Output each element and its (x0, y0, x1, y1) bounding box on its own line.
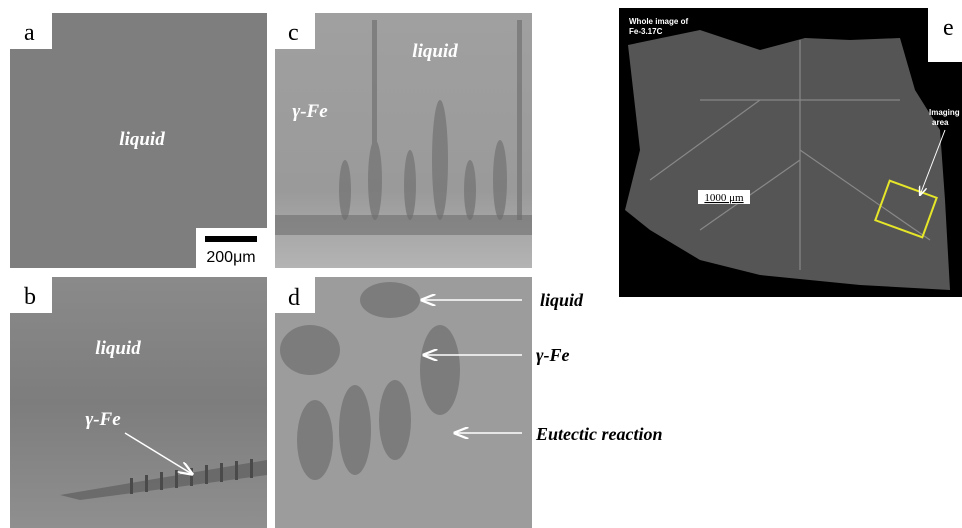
panel-label: c (288, 20, 299, 46)
caption: Fe-3.17C (629, 27, 663, 36)
annotation: liquid (95, 338, 141, 359)
panel-label: a (24, 20, 35, 46)
figure: a liquid 200μm b liquid γ-Fe c liquid γ-… (0, 0, 962, 528)
annotation: liquid (540, 290, 584, 310)
panel-label: d (288, 285, 300, 311)
panel-label: e (943, 15, 954, 41)
caption: Imaging (929, 108, 960, 117)
annotation: γ-Fe (85, 409, 121, 430)
scale-label: 1000 μm (704, 192, 744, 204)
eutectic-band (275, 215, 532, 235)
scale-bar (205, 236, 257, 242)
annotation: liquid (119, 129, 165, 150)
annotation: liquid (412, 41, 458, 62)
annotation: γ-Fe (292, 101, 328, 122)
panel-label: b (24, 284, 36, 310)
scale-label: 200μm (206, 249, 255, 266)
annotation: γ-Fe (536, 345, 569, 365)
annotation: Eutectic reaction (535, 424, 662, 444)
caption: Whole image of (629, 17, 688, 26)
caption: area (932, 118, 949, 127)
